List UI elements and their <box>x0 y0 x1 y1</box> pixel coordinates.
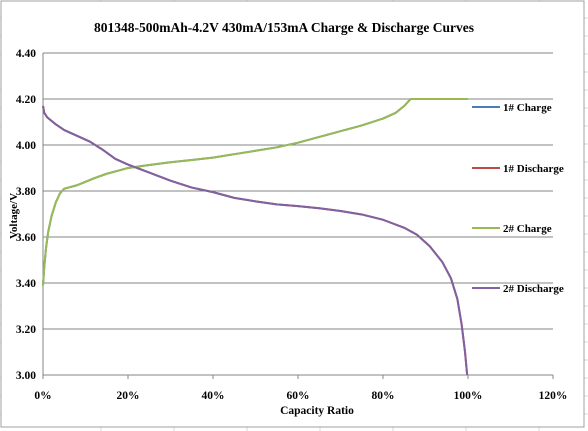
y-tick-label: 3.60 <box>16 232 36 244</box>
legend-label: 2# Charge <box>503 223 552 235</box>
legend[interactable]: 1# Charge 1# Discharge 2# Charge 2# Dischar… <box>472 102 564 295</box>
x-tick-label: 0% <box>34 390 51 402</box>
legend-label: 1# Charge <box>503 102 552 114</box>
x-tick-label: 100% <box>454 390 483 402</box>
x-axis-tick-labels: 0% 20% 40% 60% 80% 100% 120% <box>34 375 567 402</box>
chart-title: 801348-500mAh-4.2V 430mA/153mA Charge & … <box>94 20 474 35</box>
y-tick-label: 3.80 <box>16 186 36 198</box>
y-tick-label: 4.20 <box>16 94 36 106</box>
y-tick-label: 3.00 <box>16 370 36 382</box>
series-line-3 <box>42 98 468 286</box>
x-tick-label: 60% <box>287 390 310 402</box>
x-axis-title: Capacity Ratio <box>280 405 354 417</box>
legend-label: 1# Discharge <box>503 163 564 175</box>
x-tick-label: 80% <box>372 390 395 402</box>
y-axis-tick-labels: 3.00 3.20 3.40 3.60 3.80 4.00 4.20 4.40 <box>16 48 36 382</box>
plot-series <box>42 98 469 376</box>
plot-gridlines <box>43 52 553 330</box>
x-tick-label: 20% <box>117 390 140 402</box>
x-tick-label: 120% <box>539 390 568 402</box>
y-tick-label: 4.00 <box>16 140 36 152</box>
x-tick-label: 40% <box>202 390 225 402</box>
legend-label: 2# Discharge <box>503 283 564 295</box>
y-axis-title: Voltage/V <box>8 193 20 239</box>
series-line-4 <box>42 105 469 376</box>
y-tick-label: 4.40 <box>16 48 36 60</box>
y-tick-label: 3.40 <box>16 278 36 290</box>
y-tick-label: 3.20 <box>16 324 36 336</box>
